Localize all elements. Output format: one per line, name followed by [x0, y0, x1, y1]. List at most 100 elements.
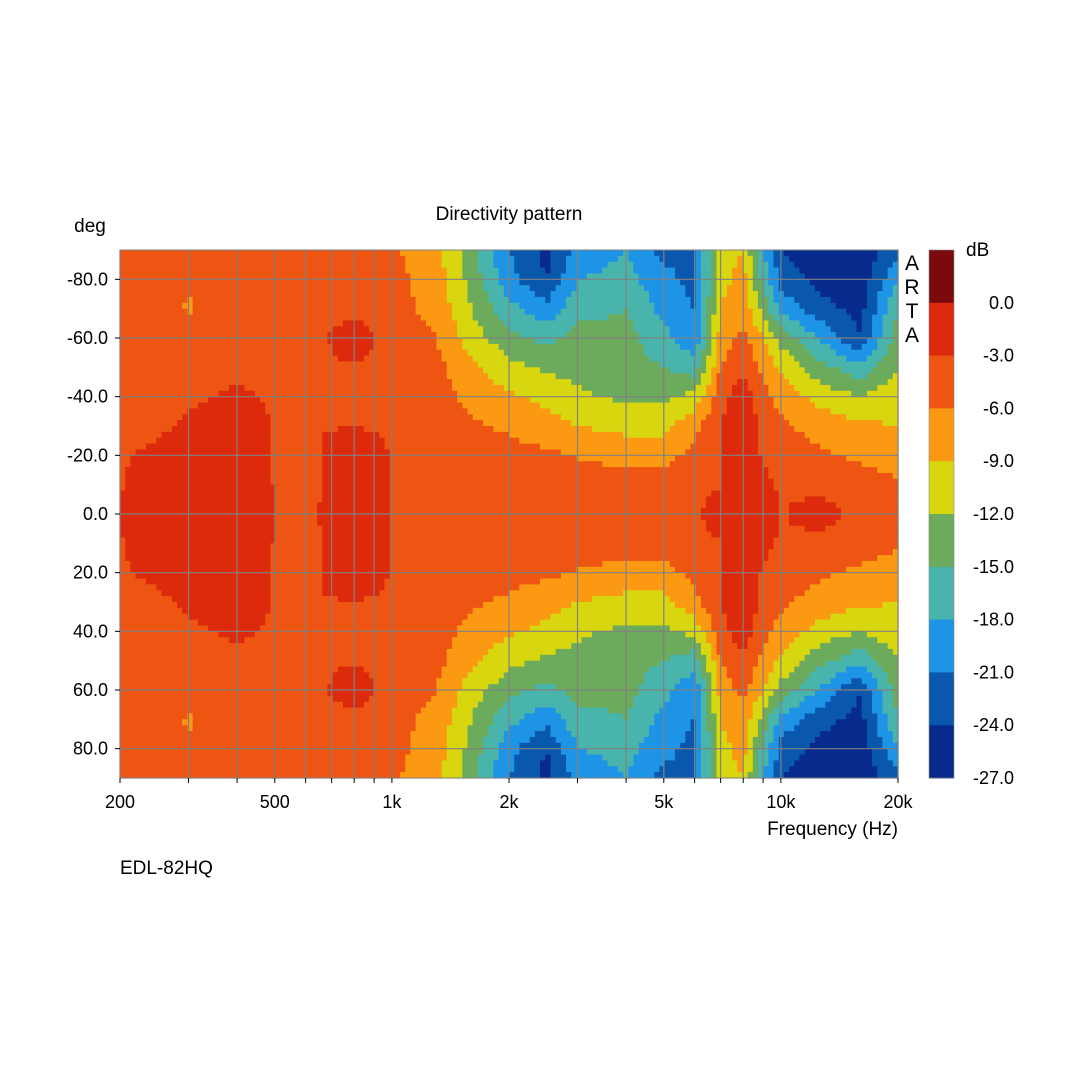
heatmap-cell	[732, 338, 749, 345]
heatmap-cell	[685, 449, 723, 456]
heatmap-cell	[861, 343, 878, 351]
heatmap-cell	[120, 472, 126, 480]
heatmap-cell	[638, 338, 676, 345]
heatmap-cell	[732, 267, 743, 275]
heatmap-cell	[659, 255, 697, 263]
heatmap-cell	[742, 261, 754, 269]
heatmap-cell	[643, 672, 692, 679]
heatmap-cell	[700, 296, 707, 304]
heatmap-cell	[747, 637, 769, 644]
heatmap-cell	[716, 379, 738, 386]
heatmap-cell	[270, 455, 323, 462]
heatmap-cell	[721, 367, 759, 374]
heatmap-cell	[763, 338, 780, 345]
heatmap-cell	[716, 373, 764, 380]
heatmap-cell	[789, 502, 837, 509]
heatmap-cell	[711, 678, 718, 685]
heatmap-cell	[757, 449, 832, 456]
heatmap-cell	[768, 279, 780, 286]
heatmap-cell	[778, 343, 806, 351]
heatmap-cell	[778, 713, 806, 720]
heatmap-cell	[685, 731, 697, 738]
heatmap-cell	[462, 748, 484, 756]
heatmap-cell	[685, 285, 697, 292]
heatmap-cell	[374, 678, 437, 685]
heatmap-cell	[322, 537, 391, 544]
heatmap-cell	[120, 349, 334, 357]
heatmap-cell	[700, 338, 707, 345]
heatmap-cell	[866, 684, 878, 691]
heatmap-cell	[446, 373, 489, 380]
heatmap-cell	[208, 396, 261, 404]
heatmap-cell	[882, 736, 894, 744]
heatmap-cell	[882, 695, 894, 703]
heatmap-cell	[757, 660, 775, 668]
heatmap-cell	[389, 560, 603, 568]
heatmap-cell	[716, 772, 749, 779]
heatmap-cell	[628, 707, 661, 715]
heatmap-cell	[711, 267, 718, 275]
heatmap-cell	[560, 607, 686, 615]
heatmap-cell	[773, 707, 790, 715]
heatmap-cell	[768, 637, 795, 644]
heatmap-cell	[763, 455, 847, 462]
heatmap-cell	[768, 672, 790, 679]
heatmap-cell	[716, 725, 723, 732]
heatmap-cell	[716, 343, 733, 351]
heatmap-cell	[649, 296, 692, 304]
heatmap-cell	[752, 343, 769, 351]
x-axis-label: Frequency (Hz)	[767, 819, 898, 840]
heatmap-cell	[633, 695, 671, 703]
heatmap-cell	[669, 396, 702, 404]
heatmap-cell	[706, 414, 723, 421]
heatmap-cell	[550, 772, 572, 779]
heatmap-cell	[711, 408, 728, 415]
heatmap-cell	[550, 731, 572, 738]
heatmap-cell	[809, 373, 852, 380]
heatmap-cell	[721, 478, 775, 486]
heatmap-cell	[700, 302, 707, 310]
heatmap-cell	[721, 420, 759, 427]
heatmap-cell	[462, 255, 479, 263]
heatmap-cell	[685, 631, 707, 638]
heatmap-cell	[410, 742, 448, 750]
heatmap-cell	[846, 713, 863, 720]
heatmap-cell	[763, 332, 775, 339]
heatmap-cell	[690, 725, 697, 732]
heatmap-cell	[716, 643, 738, 650]
heatmap-cell	[789, 643, 821, 650]
heatmap-cell	[120, 525, 277, 533]
heatmap-cell	[322, 461, 391, 468]
heatmap-cell	[783, 291, 821, 298]
heatmap-cell	[695, 613, 712, 621]
heatmap-cell	[566, 760, 609, 767]
heatmap-cell	[120, 766, 406, 773]
heatmap-cell	[732, 684, 749, 691]
heatmap-cell	[815, 332, 837, 339]
heatmap-cell	[405, 261, 443, 269]
heatmap-cell	[773, 766, 790, 773]
heatmap-cell	[752, 349, 769, 357]
heatmap-cell	[773, 625, 811, 632]
heatmap-cell	[887, 308, 899, 316]
heatmap-cell	[182, 607, 272, 615]
heatmap-cell	[550, 613, 697, 621]
heatmap-cell	[763, 684, 780, 691]
heatmap-cell	[674, 338, 702, 345]
heatmap-cell	[892, 701, 899, 709]
heatmap-cell	[120, 320, 344, 327]
heatmap-cell	[514, 255, 541, 263]
heatmap-cell	[778, 279, 811, 286]
heatmap-cell	[555, 285, 578, 292]
heatmap-cell	[815, 707, 852, 715]
heatmap-cell	[695, 672, 702, 679]
heatmap-cell	[804, 695, 832, 703]
heatmap-cell	[721, 660, 759, 668]
heatmap-cell	[872, 267, 889, 275]
heatmap-cell	[721, 320, 754, 327]
heatmap-cell	[763, 707, 775, 715]
heatmap-cell	[700, 754, 712, 761]
heatmap-cell	[509, 250, 541, 257]
heatmap-cell	[742, 267, 754, 275]
heatmap-cell	[877, 660, 899, 668]
